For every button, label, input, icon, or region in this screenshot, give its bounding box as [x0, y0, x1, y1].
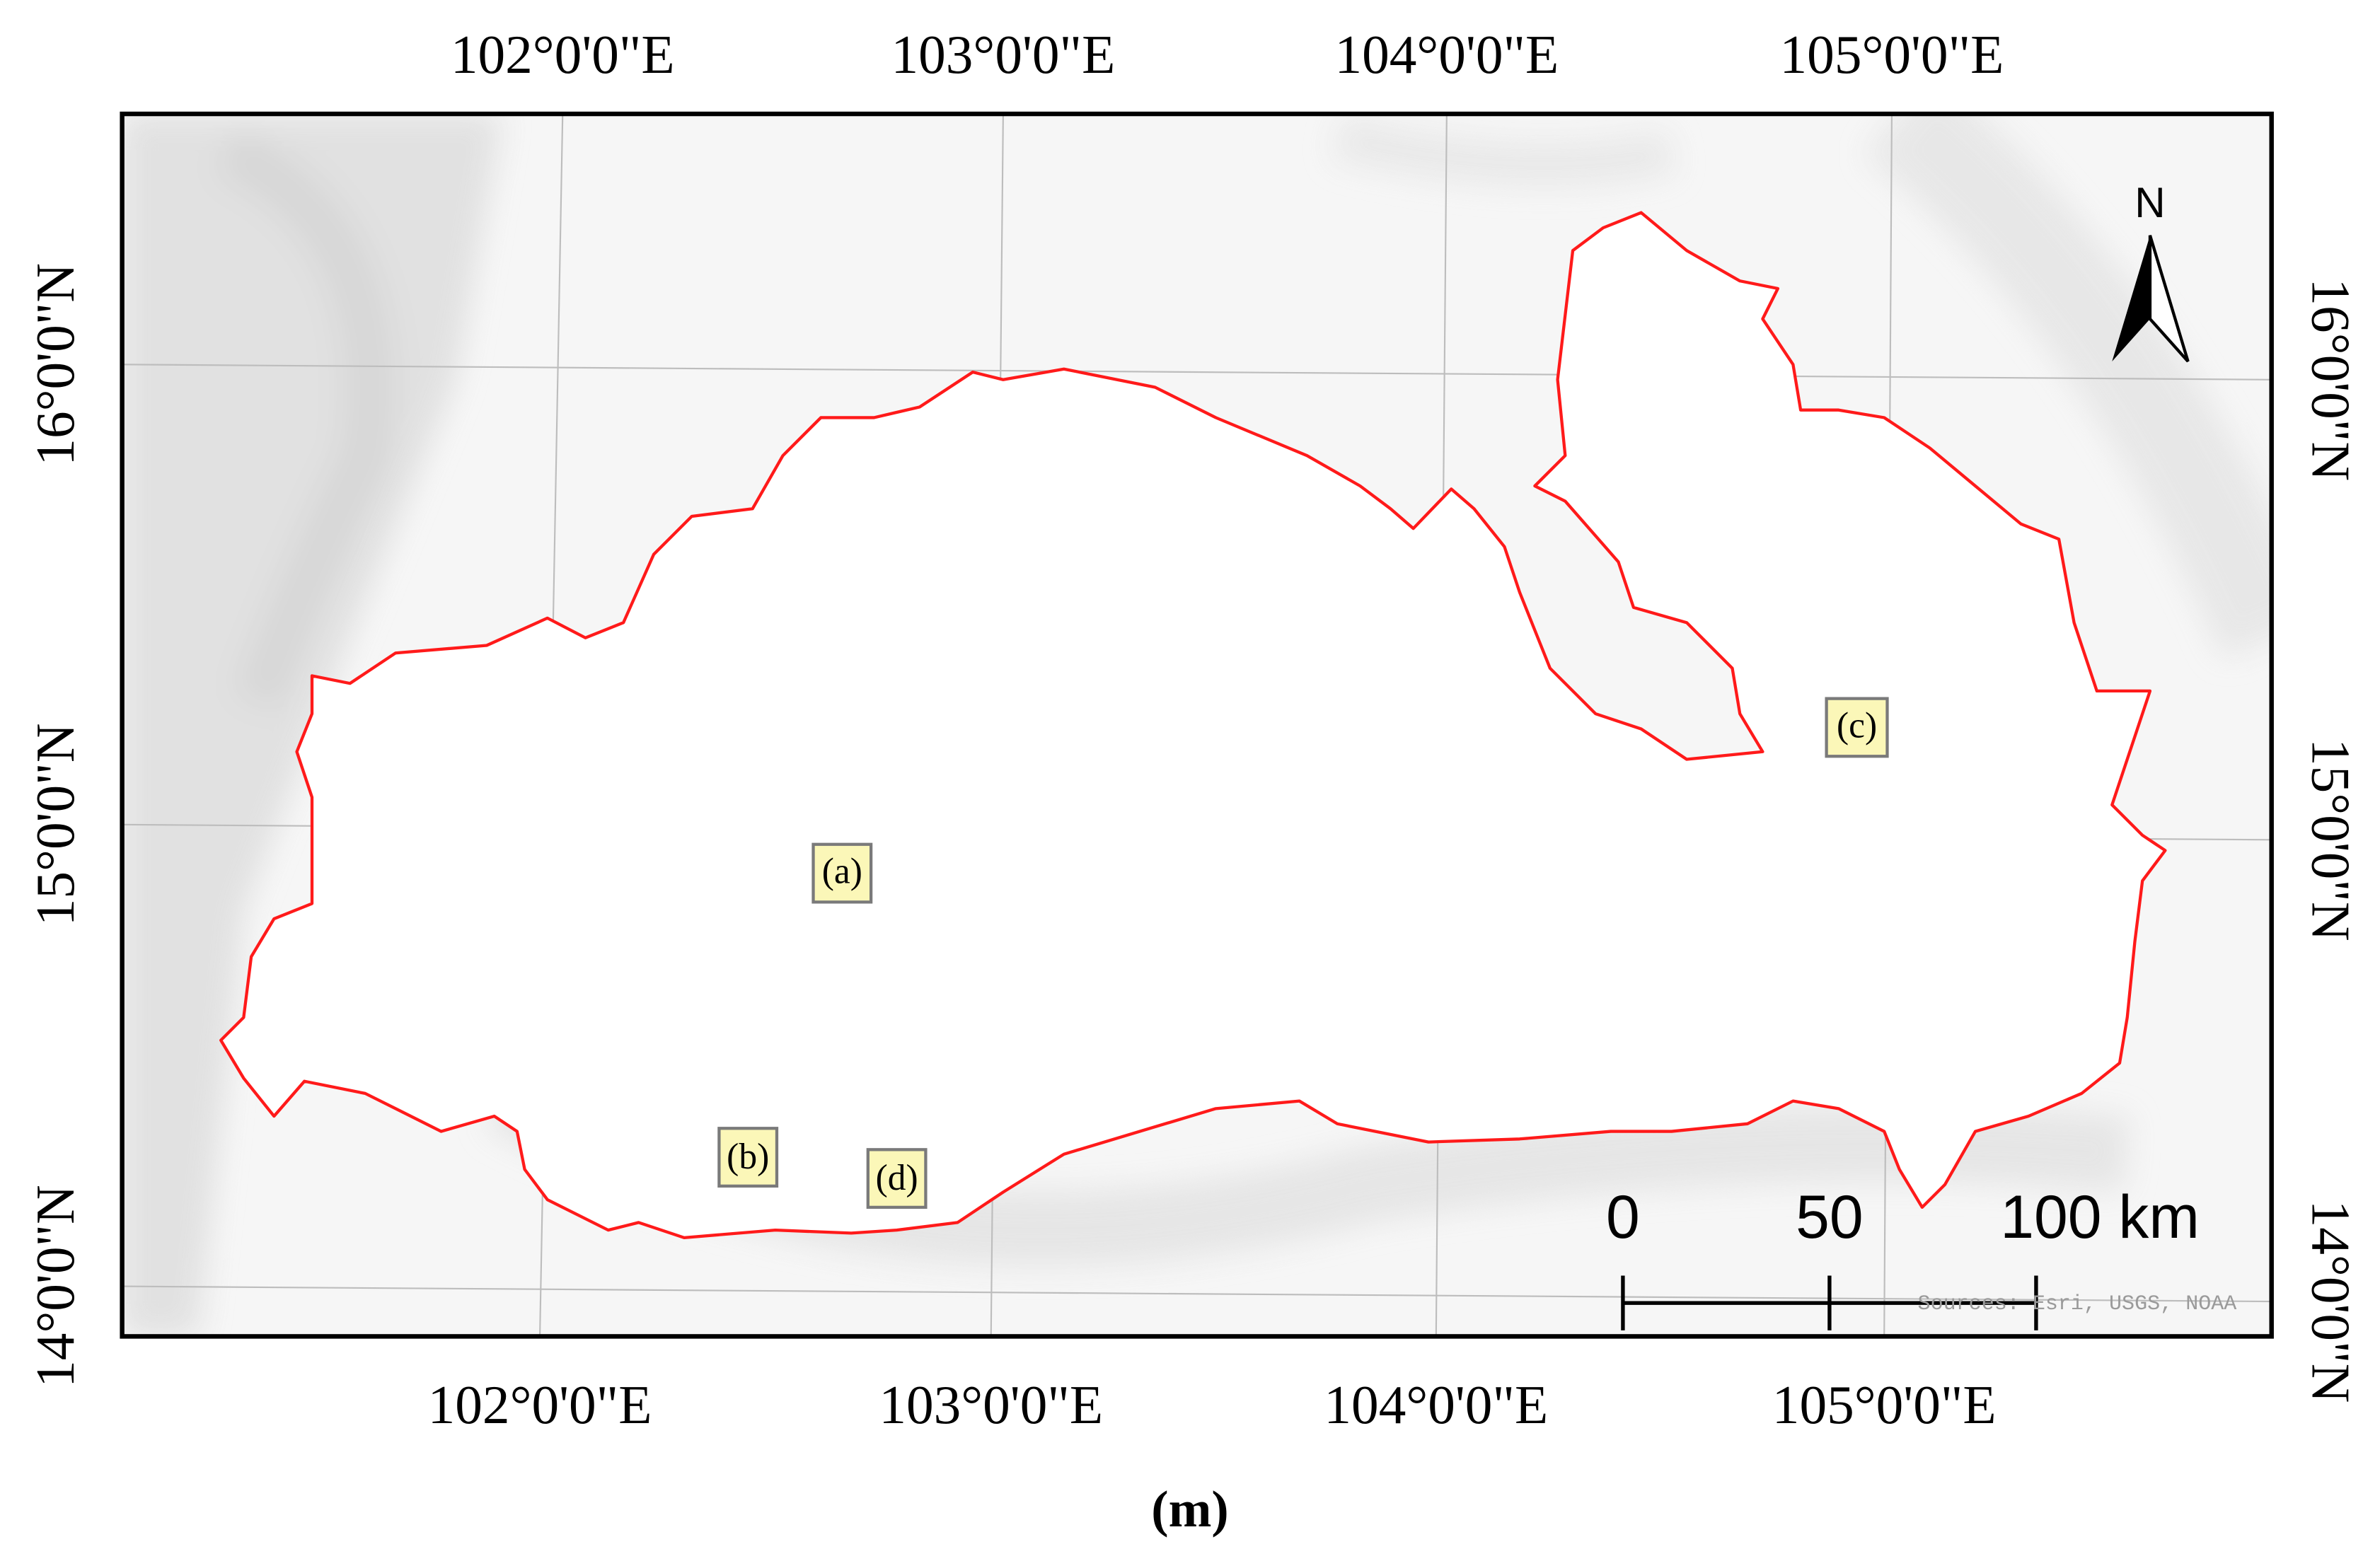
site-label: (b) [727, 1137, 769, 1177]
latitude-label: 15°0'0"N [2301, 738, 2362, 941]
longitude-label: 103°0'0"E [891, 24, 1116, 85]
site-label: (a) [822, 852, 862, 892]
site-marker: (b) [717, 1127, 779, 1188]
north-label: N [2135, 179, 2165, 226]
site-marker: (d) [866, 1148, 928, 1209]
longitude-label: 102°0'0"E [428, 1374, 652, 1435]
scale-bar [1621, 1275, 2038, 1330]
parallel [122, 364, 2272, 381]
latitude-label: 14°0'0"N [2301, 1200, 2362, 1403]
attribution: Sources: Esri, USGS, NOAA [1918, 1292, 2238, 1316]
site-label: (d) [876, 1158, 918, 1198]
site-marker: (c) [1825, 697, 1889, 758]
scale-label: 100 km [2000, 1183, 2200, 1251]
basemap [122, 114, 2272, 1337]
map-frame [120, 111, 2274, 1339]
site-marker: (a) [811, 842, 873, 904]
latitude-label: 14°0'0"N [25, 1185, 86, 1388]
north-arrow [2112, 235, 2190, 363]
latitude-label: 16°0'0"N [25, 263, 86, 466]
longitude-label: 105°0'0"E [1772, 1374, 1997, 1435]
longitude-label: 102°0'0"E [451, 24, 675, 85]
longitude-label: 103°0'0"E [879, 1374, 1103, 1435]
scale-label: 50 [1796, 1183, 1864, 1251]
site-label: (c) [1837, 705, 1877, 746]
longitude-label: 104°0'0"E [1324, 1374, 1548, 1435]
longitude-label: 105°0'0"E [1780, 24, 2004, 85]
latitude-label: 15°0'0"N [25, 723, 86, 926]
scale-label: 0 [1606, 1183, 1640, 1251]
caption: (m) [1151, 1480, 1228, 1538]
latitude-label: 16°0'0"N [2301, 278, 2362, 481]
longitude-label: 104°0'0"E [1334, 24, 1559, 85]
parallel [122, 1285, 2272, 1303]
